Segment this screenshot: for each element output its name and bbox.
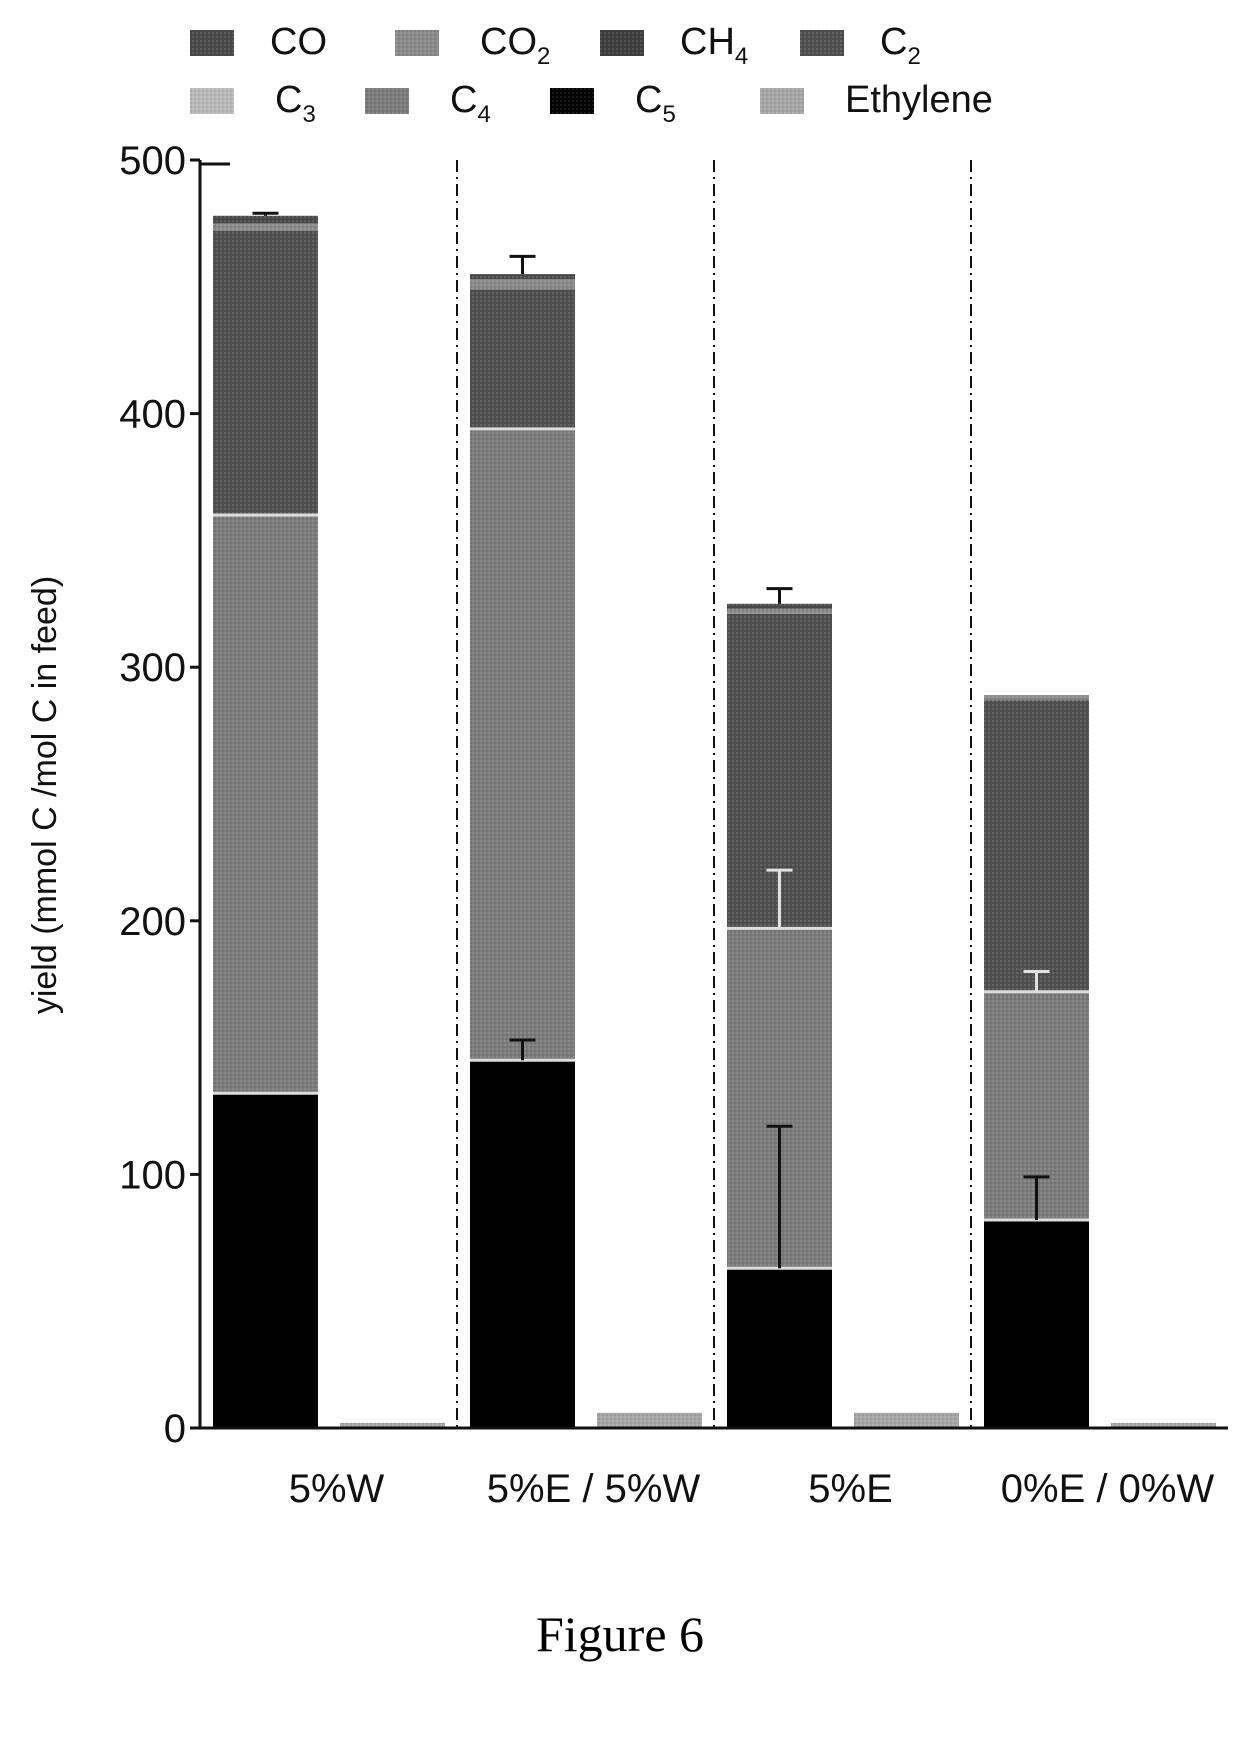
bar-segment-texture	[213, 231, 318, 516]
legend-label: C5	[635, 79, 676, 128]
bar-segment-texture	[984, 700, 1089, 992]
legend-swatch-texture	[365, 88, 409, 114]
y-tick-label: 500	[119, 139, 186, 183]
category-label: 0%E / 0%W	[1001, 1467, 1215, 1511]
legend-entry-co: CO	[190, 21, 327, 63]
legend-swatch-texture	[600, 30, 644, 56]
legend-entry-ethylene: Ethylene	[760, 79, 993, 121]
bar-ethylene-texture	[1111, 1422, 1216, 1428]
bar-segment-texture	[470, 428, 575, 1061]
legend-entry-c4: C4	[365, 79, 491, 128]
axes: 0 100 200 300 400 500	[119, 139, 1228, 1451]
legend-label: C3	[275, 79, 316, 128]
legend-entry-c5: C5	[550, 79, 676, 128]
bar-segment-c5	[727, 1268, 832, 1428]
legend-label: C4	[450, 79, 491, 128]
bar-ethylene-texture	[597, 1412, 702, 1428]
legend-swatch-texture	[190, 88, 234, 114]
bar-segment-texture	[984, 695, 1089, 701]
bar-ethylene-texture	[854, 1412, 959, 1428]
bar-segment-texture	[727, 603, 832, 609]
bar-segment-texture	[213, 215, 318, 224]
legend-entry-c2: C2	[800, 21, 921, 70]
plot-area: 5%W 5%E / 5%W 5%E 0%E / 0%W	[213, 160, 1216, 1511]
bar-group: 5%W	[213, 211, 445, 1511]
category-label: 5%E / 5%W	[487, 1467, 701, 1511]
legend-swatch-texture	[190, 30, 234, 56]
bar-segment-texture	[727, 608, 832, 614]
bar-segment-texture	[470, 274, 575, 280]
category-label: 5%E	[808, 1467, 893, 1511]
y-tick-label: 0	[164, 1407, 186, 1451]
bar-ethylene-texture	[340, 1422, 445, 1428]
y-tick-label: 300	[119, 646, 186, 690]
legend-label: CO2	[480, 21, 550, 70]
figure-caption: Figure 6	[535, 1606, 705, 1662]
legend-label: CH4	[680, 21, 748, 70]
bar-segment-c5	[984, 1220, 1089, 1428]
legend-swatch-texture	[395, 30, 439, 56]
legend-swatch-texture	[760, 88, 804, 114]
legend-swatch-texture	[550, 88, 594, 114]
legend: CO CO2 CH4 C2 C3 C4 C5 Ethylene	[190, 21, 993, 128]
y-tick-label: 400	[119, 393, 186, 437]
legend-entry-ch4: CH4	[600, 21, 748, 70]
y-tick-label: 200	[119, 900, 186, 944]
category-label: 5%W	[289, 1467, 385, 1511]
bar-segment-texture	[470, 279, 575, 290]
bar-segment-c5	[470, 1060, 575, 1428]
legend-entry-c3: C3	[190, 79, 316, 128]
bar-segment-texture	[213, 223, 318, 232]
bar-segment-texture	[213, 515, 318, 1094]
legend-label: Ethylene	[845, 79, 993, 121]
legend-entry-co2: CO2	[395, 21, 550, 70]
y-tick-label: 100	[119, 1153, 186, 1197]
bar-group: 5%E	[713, 160, 959, 1511]
legend-swatch-texture	[800, 30, 844, 56]
bar-segment-texture	[470, 289, 575, 429]
bar-group: 0%E / 0%W	[970, 160, 1216, 1511]
bar-group: 5%E / 5%W	[456, 160, 702, 1511]
y-axis-label: yield (mmol C /mol C in feed)	[26, 576, 64, 1014]
bar-segment-c5	[213, 1093, 318, 1428]
legend-label: C2	[880, 21, 921, 70]
legend-label: CO	[270, 21, 327, 63]
